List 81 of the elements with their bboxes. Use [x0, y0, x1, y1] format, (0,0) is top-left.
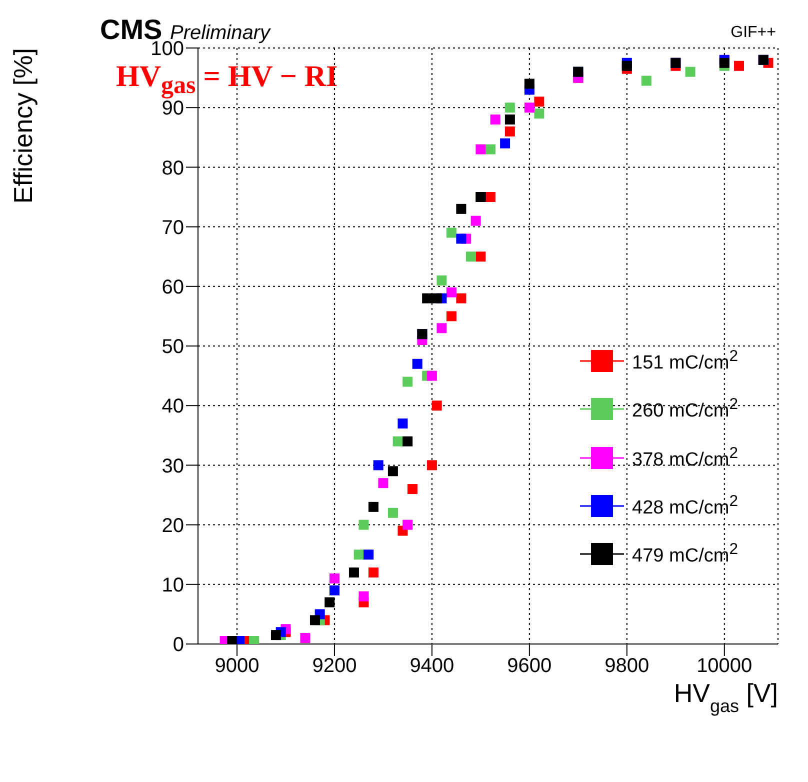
point — [388, 466, 398, 476]
point — [534, 96, 544, 107]
point — [719, 58, 730, 68]
point — [485, 192, 496, 202]
legend-label: 151 mC/cm$^{2}$ — [632, 348, 738, 374]
x-tick-label: 9800 — [604, 655, 650, 678]
point — [524, 78, 534, 89]
point — [432, 400, 442, 411]
point — [504, 102, 515, 113]
point — [412, 358, 422, 369]
point — [456, 204, 466, 214]
point — [534, 108, 544, 119]
point — [358, 520, 369, 530]
point — [310, 615, 320, 626]
point — [426, 370, 437, 381]
y-axis-title: Efficiency [%] — [8, 48, 38, 204]
point — [388, 508, 398, 518]
legend-label: 428 mC/cm$^{2}$ — [632, 492, 738, 520]
point — [490, 114, 500, 125]
point — [685, 66, 696, 77]
y-tick-label: 30 — [162, 455, 184, 478]
point — [270, 630, 281, 640]
point — [466, 252, 476, 262]
point — [378, 478, 388, 488]
point — [422, 293, 432, 304]
point — [348, 567, 359, 578]
y-tick-label: 10 — [162, 574, 184, 596]
y-tick-label: 70 — [162, 216, 184, 239]
point — [402, 520, 413, 530]
annotation: HV$_{gas}$ = HV − RI — [116, 60, 338, 99]
point — [504, 114, 515, 125]
point — [476, 252, 486, 262]
x-tick-label: 9600 — [507, 655, 552, 678]
point — [456, 293, 466, 304]
point — [734, 60, 744, 71]
point — [476, 144, 486, 154]
legend-label: 378 mC/cm$^{2}$ — [632, 444, 738, 471]
y-tick-label: 50 — [162, 336, 184, 358]
point — [402, 436, 413, 446]
point — [398, 418, 408, 428]
x-tick-label: 9000 — [214, 655, 260, 678]
x-axis-title: HV$_{gas}$ [V] — [674, 678, 778, 716]
x-tick-label: 10000 — [696, 655, 752, 678]
point — [329, 573, 340, 584]
point — [436, 275, 447, 286]
point — [436, 323, 447, 334]
point — [354, 550, 364, 560]
point — [324, 597, 335, 608]
x-tick-label: 9400 — [410, 655, 454, 678]
legend-label: 260 mC/cm$^{2}$ — [632, 396, 738, 423]
point — [329, 585, 340, 596]
y-tick-label: 20 — [162, 514, 184, 537]
legend-label: 479 mC/cm$^{2}$ — [632, 541, 738, 568]
point — [426, 460, 437, 470]
point — [446, 228, 456, 238]
point — [446, 311, 456, 322]
y-tick-label: 0 — [172, 634, 184, 656]
point — [504, 126, 515, 136]
point — [300, 633, 310, 644]
point — [402, 376, 413, 387]
point — [358, 591, 369, 602]
point — [500, 138, 510, 148]
point — [456, 234, 466, 244]
point — [446, 287, 456, 298]
point — [407, 484, 418, 494]
point — [470, 216, 481, 226]
point — [432, 293, 442, 304]
point — [641, 76, 652, 86]
y-tick-label: 80 — [162, 157, 184, 180]
point — [373, 460, 384, 470]
point — [524, 102, 534, 113]
point — [368, 502, 378, 512]
point — [368, 567, 378, 578]
y-tick-label: 40 — [162, 396, 184, 418]
y-tick-label: 90 — [162, 98, 184, 120]
point — [392, 436, 403, 446]
point — [364, 550, 374, 560]
y-tick-label: 60 — [162, 276, 184, 298]
x-tick-label: 9200 — [312, 655, 357, 678]
point — [485, 144, 496, 154]
text: GIF++ — [730, 24, 776, 41]
